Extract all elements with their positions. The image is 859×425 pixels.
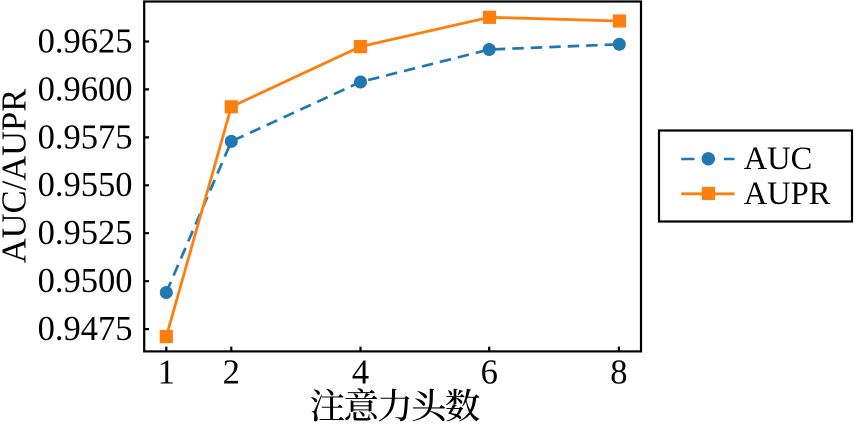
svg-text:4: 4 bbox=[352, 354, 369, 392]
svg-text:AUC/AUPR: AUC/AUPR bbox=[0, 89, 34, 263]
svg-text:0.9500: 0.9500 bbox=[38, 262, 133, 300]
svg-text:0.9600: 0.9600 bbox=[38, 70, 133, 108]
svg-text:0.9475: 0.9475 bbox=[38, 310, 133, 348]
svg-text:1: 1 bbox=[158, 354, 175, 392]
svg-text:2: 2 bbox=[223, 354, 240, 392]
svg-text:0.9525: 0.9525 bbox=[38, 214, 133, 252]
svg-text:0.9575: 0.9575 bbox=[38, 118, 133, 156]
svg-text:AUPR: AUPR bbox=[744, 176, 831, 212]
svg-text:AUC: AUC bbox=[744, 141, 813, 177]
svg-text:6: 6 bbox=[481, 354, 498, 392]
svg-text:0.9550: 0.9550 bbox=[38, 166, 133, 204]
svg-text:0.9625: 0.9625 bbox=[38, 22, 133, 60]
svg-text:8: 8 bbox=[610, 354, 627, 392]
